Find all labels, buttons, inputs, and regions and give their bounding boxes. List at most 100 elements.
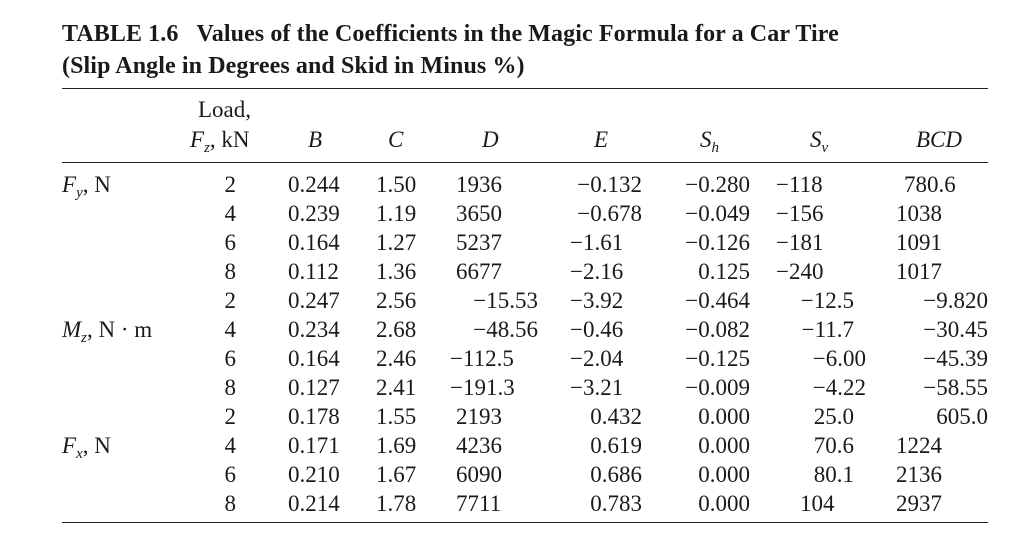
cell-sv: −4.22 — [812, 375, 866, 400]
cell-c: 1.27 — [376, 230, 417, 255]
cell-load: 4 — [224, 201, 237, 226]
cell-sh: 0.125 — [698, 259, 750, 284]
cell-sh: −0.126 — [685, 230, 750, 255]
cell-c: 2.41 — [376, 375, 417, 400]
cell-bcd: 1091 — [896, 230, 942, 255]
cell-load: 2 — [224, 404, 237, 429]
header-load-line1: Load, — [198, 97, 252, 122]
cell-sh: −0.464 — [685, 288, 750, 313]
cell-load: 6 — [224, 346, 237, 371]
cell-sv: −11.7 — [801, 317, 854, 342]
cell-c: 1.55 — [376, 404, 417, 429]
cell-sv: −118 — [776, 172, 823, 197]
cell-c: 1.67 — [376, 462, 417, 487]
cell-sh: −0.280 — [685, 172, 750, 197]
cell-bcd: −45.39 — [923, 346, 988, 371]
cell-d: −48.56 — [473, 317, 538, 342]
header-e: E — [594, 127, 609, 152]
table-row: 2 0.178 1.55 2193 0.432 0.000 25.0 605.0 — [0, 402, 1024, 431]
cell-bcd: 2136 — [896, 462, 942, 487]
cell-e: 0.686 — [590, 462, 642, 487]
cell-bcd: 605.0 — [936, 404, 988, 429]
table-title: Values of the Coefficients in the Magic … — [196, 21, 839, 47]
table-row: 2 0.247 2.56 −15.53 −3.92 −0.464 −12.5 −… — [0, 286, 1024, 315]
cell-e: 0.619 — [590, 433, 642, 458]
header-c: C — [388, 127, 404, 152]
cell-sv: −156 — [776, 201, 824, 226]
cell-c: 1.36 — [376, 259, 417, 284]
cell-bcd: −58.55 — [923, 375, 988, 400]
cell-b: 0.247 — [288, 288, 340, 313]
group-label-fy: Fy, N — [62, 172, 111, 201]
header-sh: Sh — [700, 127, 719, 156]
cell-b: 0.164 — [288, 230, 340, 255]
cell-load: 2 — [224, 172, 237, 197]
cell-b: 0.239 — [288, 201, 340, 226]
cell-load: 4 — [224, 433, 237, 458]
table-row: 4 0.171 1.69 4236 0.619 0.000 70.6 1224 — [0, 431, 1024, 460]
cell-sh: −0.049 — [685, 201, 750, 226]
table-body: 2 0.244 1.50 1936 −0.132 −0.280 −118 780… — [0, 170, 1024, 518]
header-load-line2: Fz, kN — [190, 127, 250, 156]
cell-e: −0.132 — [577, 172, 642, 197]
cell-sv: 25.0 — [813, 404, 854, 429]
cell-sv: 104 — [800, 491, 835, 516]
table-number: TABLE 1.6 — [62, 21, 179, 47]
cell-bcd: 1017 — [896, 259, 942, 284]
cell-sv: 80.1 — [813, 462, 854, 487]
cell-e: −0.678 — [577, 201, 642, 226]
cell-c: 1.19 — [376, 201, 417, 226]
group-label-mz: Mz, N · m — [62, 317, 153, 346]
cell-e: −0.46 — [570, 317, 624, 342]
table-row: 4 0.239 1.19 3650 −0.678 −0.049 −156 103… — [0, 199, 1024, 228]
cell-c: 1.69 — [376, 433, 417, 458]
cell-sh: −0.082 — [685, 317, 750, 342]
cell-d: −15.53 — [473, 288, 538, 313]
cell-c: 2.56 — [376, 288, 417, 313]
cell-b: 0.234 — [288, 317, 340, 342]
header-b: B — [308, 127, 323, 152]
cell-b: 0.214 — [288, 491, 340, 516]
group-label-fx: Fx, N — [62, 433, 111, 462]
cell-b: 0.164 — [288, 346, 340, 371]
header-sv: Sv — [810, 127, 829, 156]
cell-d: 7711 — [456, 491, 502, 516]
cell-sh: −0.009 — [685, 375, 750, 400]
cell-b: 0.127 — [288, 375, 340, 400]
table-caption: TABLE 1.6 Values of the Coefficients in t… — [62, 18, 962, 82]
cell-sh: 0.000 — [698, 462, 750, 487]
table-row: 6 0.164 2.46 −112.5 −2.04 −0.125 −6.00 −… — [0, 344, 1024, 373]
cell-b: 0.210 — [288, 462, 340, 487]
cell-d: −112.5 — [450, 346, 514, 371]
cell-d: 3650 — [456, 201, 502, 226]
cell-e: −2.16 — [570, 259, 624, 284]
cell-bcd: 1224 — [896, 433, 942, 458]
cell-c: 1.50 — [376, 172, 417, 197]
cell-d: 2193 — [456, 404, 502, 429]
cell-sv: −181 — [776, 230, 824, 255]
cell-bcd: 1038 — [896, 201, 942, 226]
cell-d: 1936 — [456, 172, 502, 197]
cell-e: −3.92 — [570, 288, 624, 313]
table-row: 2 0.244 1.50 1936 −0.132 −0.280 −118 780… — [0, 170, 1024, 199]
header-rule — [62, 162, 988, 163]
cell-b: 0.171 — [288, 433, 340, 458]
header-d: D — [482, 127, 499, 152]
cell-sv: 70.6 — [813, 433, 854, 458]
table-row: 6 0.210 1.67 6090 0.686 0.000 80.1 2136 — [0, 460, 1024, 489]
cell-bcd: 780.6 — [904, 172, 956, 197]
cell-d: 4236 — [456, 433, 502, 458]
cell-c: 1.78 — [376, 491, 417, 516]
cell-bcd: −30.45 — [923, 317, 988, 342]
cell-d: 6677 — [456, 259, 502, 284]
table-row: 8 0.214 1.78 7711 0.783 0.000 104 2937 — [0, 489, 1024, 518]
cell-e: 0.783 — [590, 491, 642, 516]
cell-e: −1.61 — [570, 230, 624, 255]
cell-b: 0.244 — [288, 172, 340, 197]
cell-sv: −12.5 — [800, 288, 854, 313]
cell-d: 5237 — [456, 230, 502, 255]
cell-e: −3.21 — [570, 375, 624, 400]
cell-b: 0.112 — [288, 259, 339, 284]
cell-e: −2.04 — [570, 346, 624, 371]
